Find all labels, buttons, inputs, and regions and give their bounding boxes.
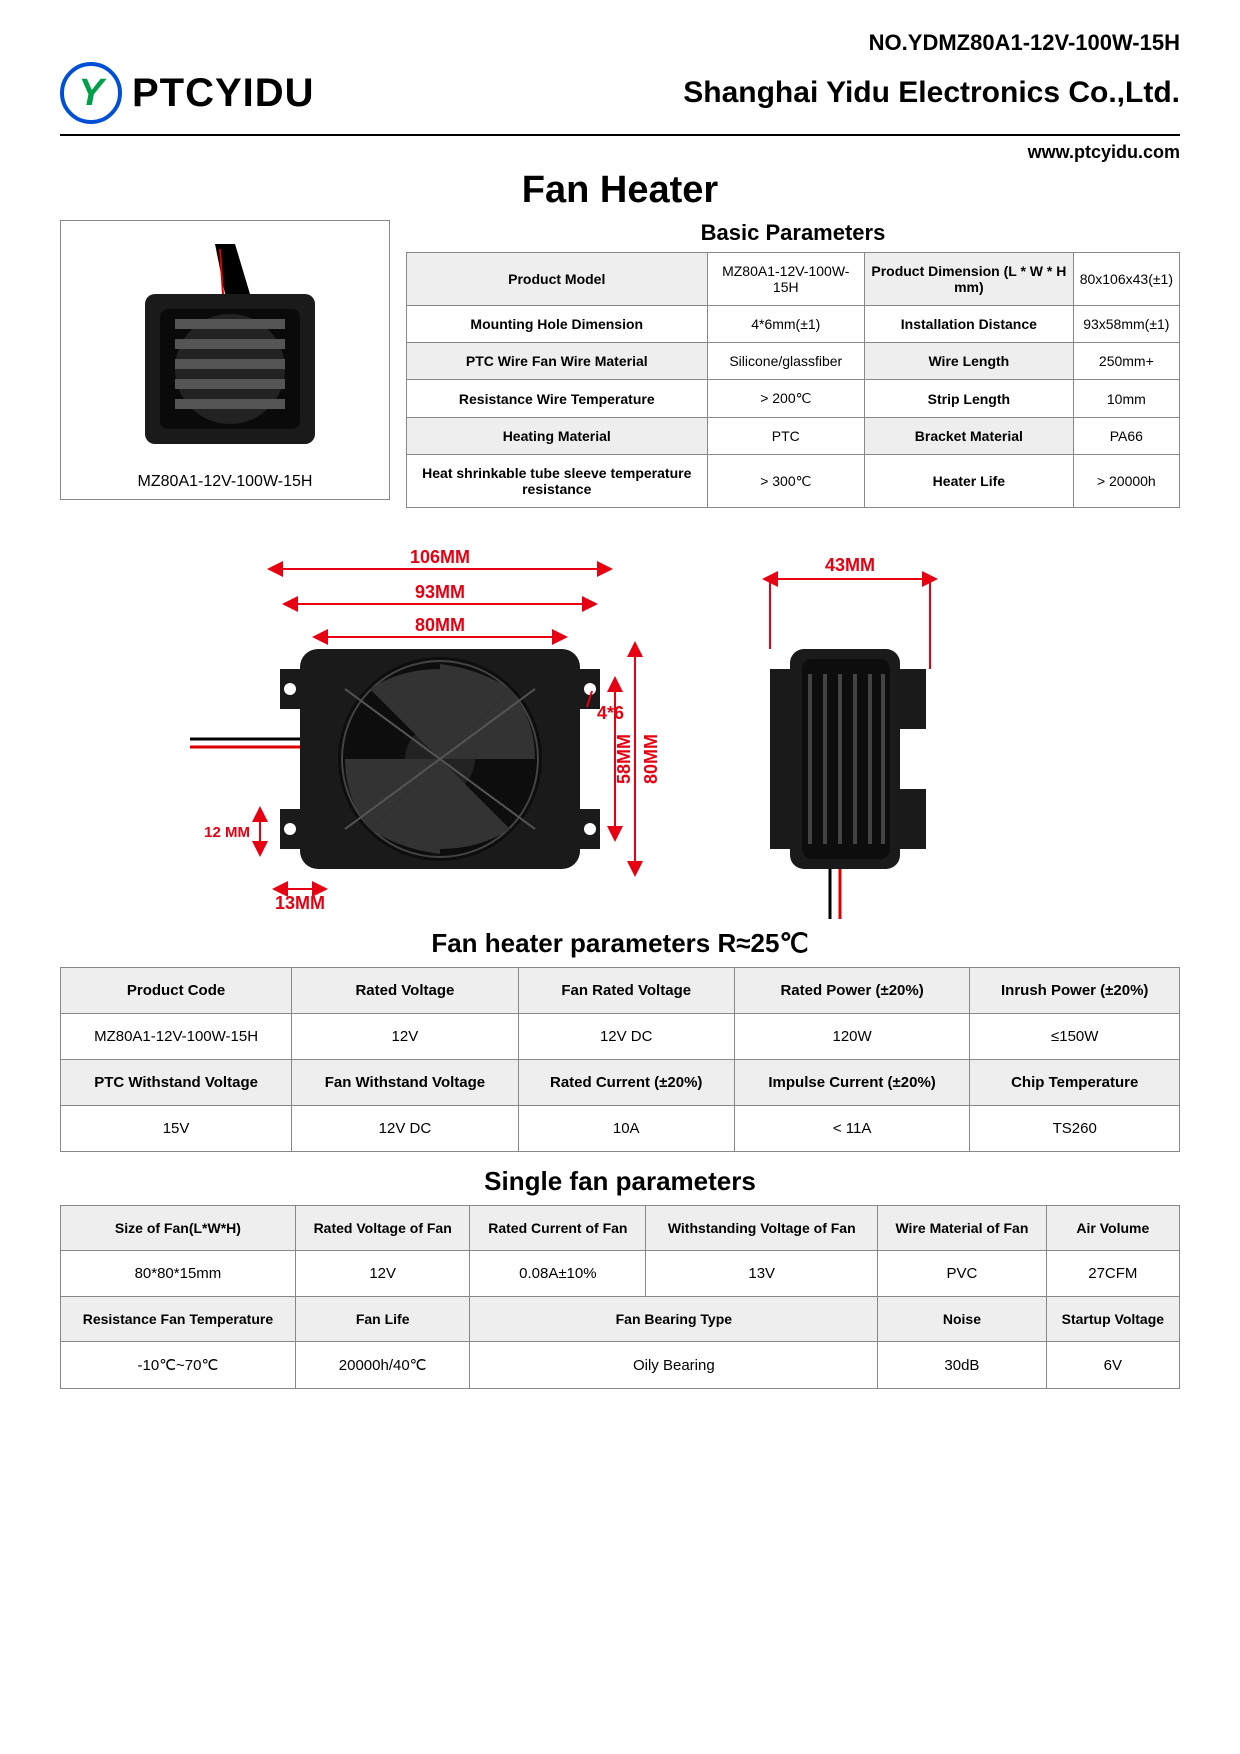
website: www.ptcyidu.com	[60, 142, 1180, 163]
param-value: > 200℃	[707, 380, 865, 418]
table-cell: 120W	[734, 1014, 970, 1060]
table-cell: 13V	[646, 1251, 878, 1297]
table-cell: < 11A	[734, 1106, 970, 1152]
dimension-diagram: 106MM 93MM 80MM 80MM 58MM 4*6 12 MM 13MM…	[60, 524, 1180, 914]
table-cell: 12V	[295, 1251, 470, 1297]
param-label: Heater Life	[865, 455, 1074, 508]
singlefan-title: Single fan parameters	[60, 1166, 1180, 1197]
table-cell: 27CFM	[1046, 1251, 1179, 1297]
param-value: PA66	[1073, 418, 1179, 455]
table-cell: 20000h/40℃	[295, 1342, 470, 1389]
table-cell: Size of Fan(L*W*H)	[61, 1206, 296, 1251]
param-value: 250mm+	[1073, 343, 1179, 380]
fanheater-table: Product CodeRated VoltageFan Rated Volta…	[60, 967, 1180, 1152]
table-cell: Oily Bearing	[470, 1342, 878, 1389]
svg-text:13MM: 13MM	[275, 893, 325, 913]
table-cell: Startup Voltage	[1046, 1297, 1179, 1342]
param-label: Strip Length	[865, 380, 1074, 418]
param-value: 80x106x43(±1)	[1073, 253, 1179, 306]
param-value: Silicone/glassfiber	[707, 343, 865, 380]
table-cell: Rated Current (±20%)	[518, 1060, 734, 1106]
table-cell: MZ80A1-12V-100W-15H	[61, 1014, 292, 1060]
param-value: > 300℃	[707, 455, 865, 508]
table-cell: TS260	[970, 1106, 1180, 1152]
param-value: PTC	[707, 418, 865, 455]
param-value: 10mm	[1073, 380, 1179, 418]
header: Y PTCYIDU Shanghai Yidu Electronics Co.,…	[60, 62, 1180, 136]
table-cell: Rated Voltage of Fan	[295, 1206, 470, 1251]
table-cell: PTC Withstand Voltage	[61, 1060, 292, 1106]
page-title: Fan Heater	[60, 169, 1180, 212]
table-cell: Fan Rated Voltage	[518, 968, 734, 1014]
table-cell: Withstanding Voltage of Fan	[646, 1206, 878, 1251]
doc-number: NO.YDMZ80A1-12V-100W-15H	[60, 30, 1180, 56]
svg-text:80MM: 80MM	[415, 615, 465, 635]
table-cell: Impulse Current (±20%)	[734, 1060, 970, 1106]
param-label: Heating Material	[407, 418, 708, 455]
brand-text: PTCYIDU	[132, 71, 315, 116]
param-label: Wire Length	[865, 343, 1074, 380]
param-label: Installation Distance	[865, 306, 1074, 343]
logo: Y PTCYIDU	[60, 62, 315, 124]
param-label: Product Dimension (L * W * H mm)	[865, 253, 1074, 306]
table-cell: ≤150W	[970, 1014, 1180, 1060]
svg-text:58MM: 58MM	[614, 734, 634, 784]
table-cell: Wire Material of Fan	[878, 1206, 1046, 1251]
table-cell: 0.08A±10%	[470, 1251, 646, 1297]
param-value: 93x58mm(±1)	[1073, 306, 1179, 343]
basic-params-table: Product ModelMZ80A1-12V-100W-15HProduct …	[406, 252, 1180, 508]
table-cell: 15V	[61, 1106, 292, 1152]
param-label: PTC Wire Fan Wire Material	[407, 343, 708, 380]
table-cell: PVC	[878, 1251, 1046, 1297]
param-value: > 20000h	[1073, 455, 1179, 508]
param-label: Resistance Wire Temperature	[407, 380, 708, 418]
product-caption: MZ80A1-12V-100W-15H	[69, 473, 381, 491]
table-cell: 12V DC	[518, 1014, 734, 1060]
table-cell: 30dB	[878, 1342, 1046, 1389]
svg-text:93MM: 93MM	[415, 582, 465, 602]
svg-text:43MM: 43MM	[825, 555, 875, 575]
table-cell: -10℃~70℃	[61, 1342, 296, 1389]
param-label: Bracket Material	[865, 418, 1074, 455]
svg-text:12 MM: 12 MM	[204, 824, 250, 841]
param-label: Heat shrinkable tube sleeve temperature …	[407, 455, 708, 508]
singlefan-table: Size of Fan(L*W*H)Rated Voltage of FanRa…	[60, 1205, 1180, 1389]
table-cell: Resistance Fan Temperature	[61, 1297, 296, 1342]
table-cell: Product Code	[61, 968, 292, 1014]
fanheater-title: Fan heater parameters R≈25℃	[60, 928, 1180, 959]
table-cell: Rated Power (±20%)	[734, 968, 970, 1014]
svg-text:106MM: 106MM	[410, 547, 470, 567]
table-cell: Rated Voltage	[292, 968, 519, 1014]
param-label: Mounting Hole Dimension	[407, 306, 708, 343]
table-cell: Noise	[878, 1297, 1046, 1342]
table-cell: Inrush Power (±20%)	[970, 968, 1180, 1014]
param-value: MZ80A1-12V-100W-15H	[707, 253, 865, 306]
table-cell: Chip Temperature	[970, 1060, 1180, 1106]
product-image-box: MZ80A1-12V-100W-15H	[60, 220, 390, 500]
table-cell: Air Volume	[1046, 1206, 1179, 1251]
table-cell: 10A	[518, 1106, 734, 1152]
table-cell: Rated Current of Fan	[470, 1206, 646, 1251]
param-value: 4*6mm(±1)	[707, 306, 865, 343]
table-cell: 12V DC	[292, 1106, 519, 1152]
table-cell: 80*80*15mm	[61, 1251, 296, 1297]
param-label: Product Model	[407, 253, 708, 306]
table-cell: Fan Withstand Voltage	[292, 1060, 519, 1106]
logo-icon: Y	[60, 62, 122, 124]
product-image	[69, 229, 381, 469]
table-cell: Fan Bearing Type	[470, 1297, 878, 1342]
company-name: Shanghai Yidu Electronics Co.,Ltd.	[683, 76, 1180, 110]
table-cell: 6V	[1046, 1342, 1179, 1389]
svg-text:80MM: 80MM	[641, 734, 661, 784]
basic-params-title: Basic Parameters	[406, 220, 1180, 246]
table-cell: 12V	[292, 1014, 519, 1060]
table-cell: Fan Life	[295, 1297, 470, 1342]
svg-text:4*6: 4*6	[597, 703, 624, 723]
